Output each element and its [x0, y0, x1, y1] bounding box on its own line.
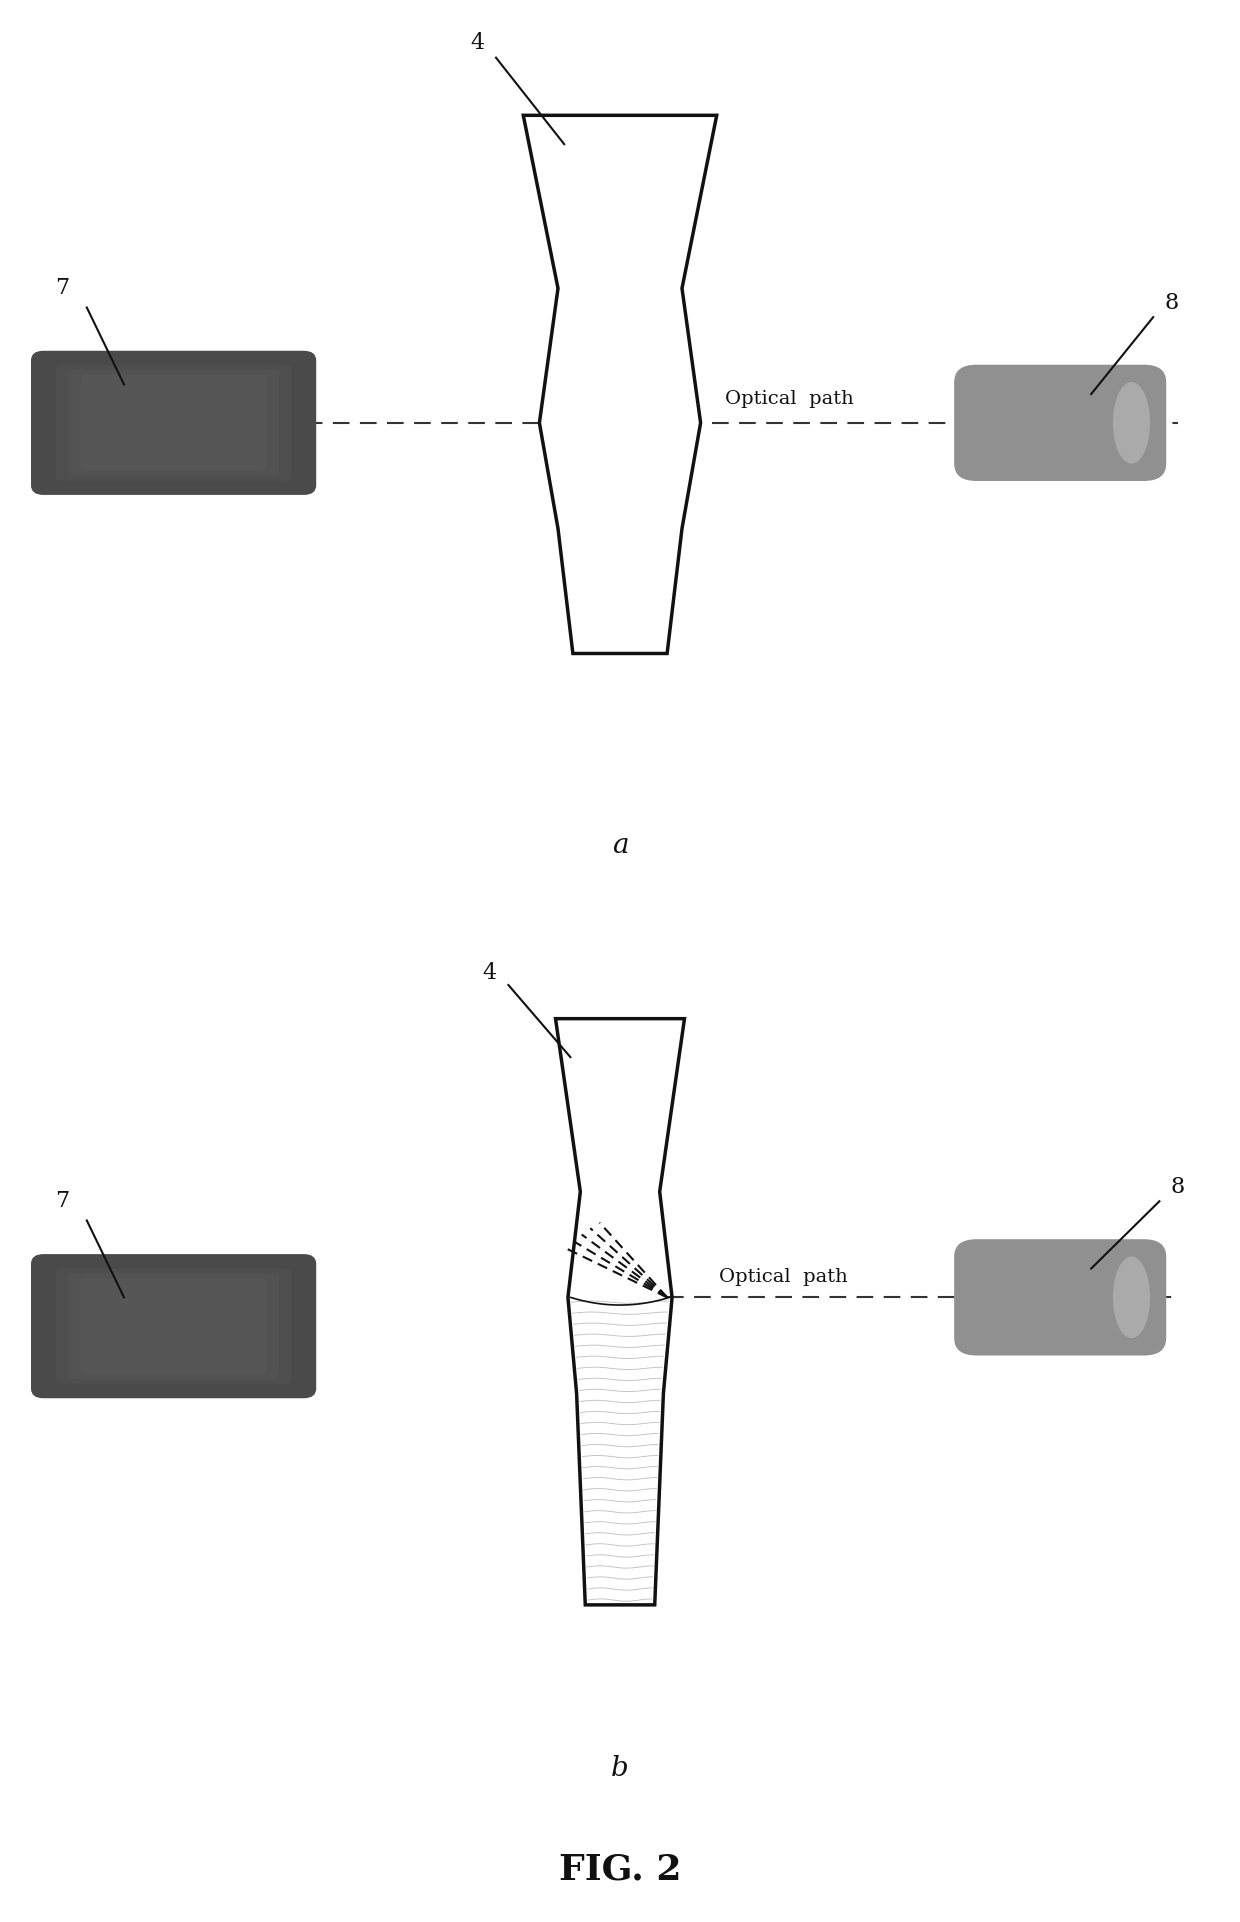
Text: 4: 4	[470, 33, 485, 54]
Text: b: b	[611, 1755, 629, 1782]
FancyBboxPatch shape	[56, 365, 291, 480]
Ellipse shape	[1114, 382, 1151, 463]
Text: a: a	[611, 832, 629, 859]
Text: FIG. 2: FIG. 2	[559, 1853, 681, 1885]
FancyBboxPatch shape	[31, 350, 316, 494]
Text: Optical  path: Optical path	[719, 1269, 848, 1286]
FancyBboxPatch shape	[56, 1269, 291, 1384]
Text: 8: 8	[1171, 1176, 1185, 1197]
FancyBboxPatch shape	[955, 365, 1167, 480]
Polygon shape	[556, 1019, 684, 1605]
FancyBboxPatch shape	[68, 1272, 279, 1380]
FancyBboxPatch shape	[68, 369, 279, 475]
Text: 4: 4	[482, 961, 497, 984]
Text: 8: 8	[1164, 292, 1179, 313]
FancyBboxPatch shape	[81, 1278, 267, 1374]
FancyBboxPatch shape	[81, 375, 267, 471]
Text: 7: 7	[55, 1190, 69, 1213]
Text: Optical  path: Optical path	[725, 390, 854, 407]
Text: 7: 7	[55, 277, 69, 300]
FancyBboxPatch shape	[31, 1253, 316, 1397]
Ellipse shape	[1114, 1257, 1149, 1338]
Polygon shape	[523, 115, 717, 653]
FancyBboxPatch shape	[955, 1240, 1167, 1355]
